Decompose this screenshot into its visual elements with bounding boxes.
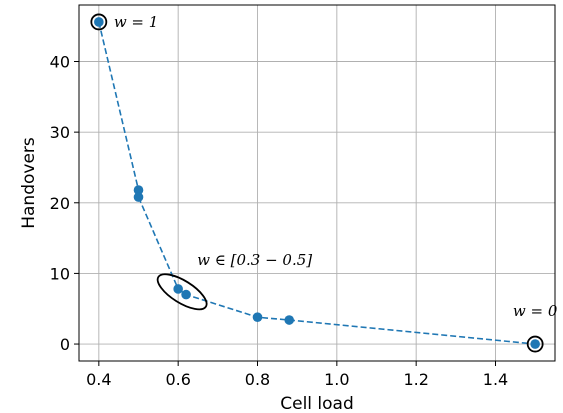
grid-lines xyxy=(79,5,555,361)
x-tick-label: 0.8 xyxy=(245,370,270,389)
annotation-label: w = 1 xyxy=(114,13,159,31)
y-axis-label: Handovers xyxy=(19,137,39,229)
x-tick-label: 0.4 xyxy=(86,370,111,389)
annotation-label: w ∈ [0.3 − 0.5] xyxy=(197,251,312,269)
data-point xyxy=(94,17,104,27)
data-point xyxy=(133,185,144,195)
y-tick-label: 10 xyxy=(50,264,70,283)
series-line xyxy=(98,21,536,345)
annotation-layer: w = 1 w ∈ [0.3 − 0.5] w = 0 xyxy=(90,13,558,353)
highlight-circle xyxy=(526,335,544,353)
plot-frame xyxy=(78,4,556,362)
highlight-circle xyxy=(90,13,108,31)
series-layer xyxy=(94,17,540,349)
y-tick-label: 40 xyxy=(50,53,70,72)
y-tick-label: 20 xyxy=(50,194,70,213)
x-axis-label: Cell load xyxy=(280,394,354,413)
data-point xyxy=(133,192,144,202)
x-tick-label: 1.4 xyxy=(483,370,508,389)
data-point xyxy=(252,312,263,323)
y-tick-label: 0 xyxy=(60,335,70,354)
tick-layer: 0.4 0.6 0.8 1.0 1.2 1.4 0 10 20 30 40 xyxy=(50,53,509,389)
annotation-label: w = 0 xyxy=(513,302,558,320)
data-point xyxy=(173,284,183,294)
x-tick-label: 1.0 xyxy=(324,370,349,389)
x-tick-label: 1.2 xyxy=(403,370,428,389)
data-point xyxy=(530,339,540,349)
y-tick-label: 30 xyxy=(50,123,70,142)
highlight-ellipse xyxy=(156,273,208,311)
data-point xyxy=(284,315,295,325)
data-point xyxy=(181,289,191,300)
x-tick-label: 0.6 xyxy=(165,370,190,389)
